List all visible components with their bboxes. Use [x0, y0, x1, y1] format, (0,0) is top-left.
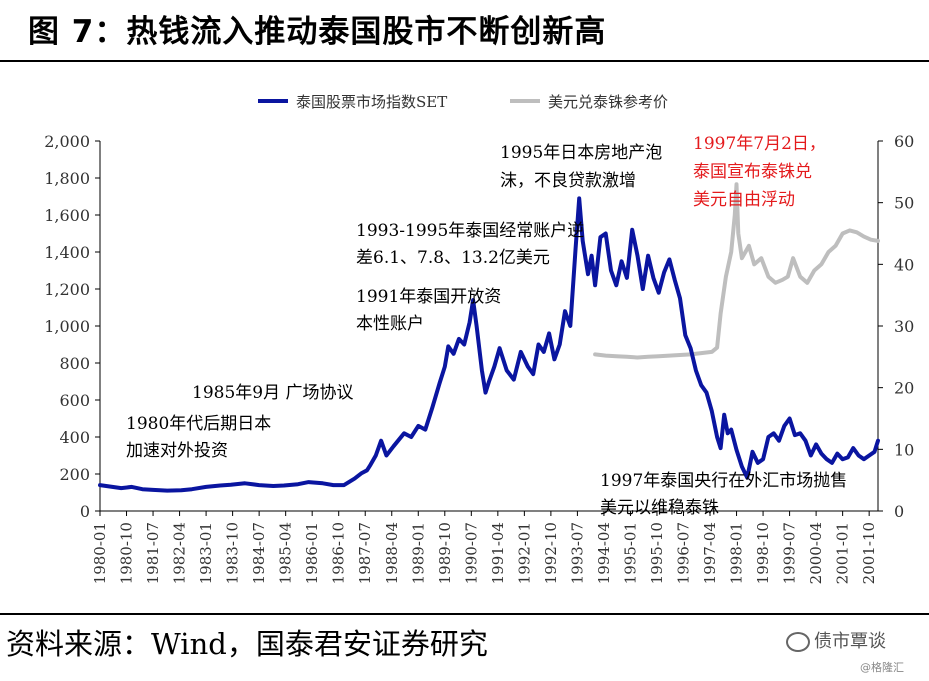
- annotation-line: 泰国宣布泰铢兑: [693, 162, 812, 182]
- annotation-line: 差6.1、7.8、13.2亿美元: [356, 248, 550, 268]
- y-right-tick-label: 60: [894, 132, 914, 151]
- annotation-line: 1985年9月 广场协议: [192, 383, 353, 403]
- x-tick-label: 1987-07: [356, 522, 374, 584]
- x-tick-label: 1985-04: [277, 522, 295, 584]
- annotation-line: 沫，不良贷款激增: [500, 171, 636, 191]
- y-left-tick-label: 2,000: [44, 132, 90, 151]
- y-left-tick-label: 1,000: [44, 317, 90, 336]
- x-tick-label: 2001-10: [860, 522, 878, 584]
- y-left-tick-label: 0: [80, 502, 90, 521]
- legend-label: 泰国股票市场指数SET: [296, 93, 447, 111]
- series-line-set: [98, 196, 880, 493]
- annotation-line: 美元自由浮动: [693, 190, 795, 210]
- x-tick-label: 2000-04: [807, 522, 825, 584]
- legend-label: 美元兑泰铢参考价: [548, 93, 668, 111]
- watermark: 债市覃谈: [786, 627, 922, 652]
- annotation-line: 美元以维稳泰铢: [600, 498, 719, 518]
- x-tick-label: 1995-10: [648, 522, 666, 584]
- title-rule: [0, 60, 929, 62]
- x-tick-label: 1999-07: [781, 522, 799, 584]
- x-tick-label: 1982-04: [171, 522, 189, 584]
- series-line-usdthb: [593, 182, 880, 360]
- x-tick-label: 2001-01: [834, 522, 852, 584]
- x-tick-label: 1980-01: [91, 522, 109, 584]
- y-left-tick-label: 200: [59, 465, 90, 484]
- y-right-tick-label: 40: [894, 255, 914, 274]
- source-rule: [0, 613, 929, 615]
- y-left-tick-label: 400: [59, 428, 90, 447]
- chart: 02004006008001,0001,2001,4001,6001,8002,…: [44, 93, 914, 584]
- x-tick-label: 1991-04: [489, 522, 507, 584]
- figure-title: 图 7：热钱流入推动泰国股市不断创新高: [28, 14, 607, 50]
- y-right-tick-label: 20: [894, 379, 914, 398]
- x-tick-label: 1990-07: [462, 522, 480, 584]
- x-tick-label: 1997-04: [701, 522, 719, 584]
- x-tick-label: 1988-04: [383, 522, 401, 584]
- y-left-tick-label: 1,600: [44, 206, 90, 225]
- x-tick-label: 1993-07: [568, 522, 586, 584]
- annotation: 1993-1995年泰国经常账户逆差6.1、7.8、13.2亿美元: [356, 221, 584, 268]
- x-tick-label: 1998-10: [754, 522, 772, 584]
- y-right-tick-label: 0: [894, 502, 904, 521]
- x-tick-label: 1992-10: [542, 522, 560, 584]
- annotation-line: 1993-1995年泰国经常账户逆: [356, 221, 584, 241]
- y-left-tick-label: 1,200: [44, 280, 90, 299]
- annotation-line: 1997年7月2日，: [693, 134, 826, 154]
- x-tick-label: 1983-10: [224, 522, 242, 584]
- x-tick-label: 1986-01: [303, 522, 321, 584]
- x-tick-label: 1986-10: [330, 522, 348, 584]
- x-tick-label: 1981-07: [144, 522, 162, 584]
- x-tick-label: 1989-01: [409, 522, 427, 584]
- annotation-line: 1980年代后期日本: [126, 414, 271, 434]
- annotation: 1995年日本房地产泡沫，不良贷款激增: [500, 143, 662, 191]
- x-tick-label: 1989-10: [436, 522, 454, 584]
- x-tick-label: 1992-01: [515, 522, 533, 584]
- y-left-tick-label: 1,400: [44, 243, 90, 262]
- annotation: 1997年7月2日， 泰国宣布泰铢兑美元自由浮动: [693, 134, 826, 210]
- annotation-line: 1997年泰国央行在外汇市场抛售: [600, 471, 847, 491]
- y-left-tick-label: 600: [59, 391, 90, 410]
- annotation: 1980年代后期日本加速对外投资: [126, 414, 271, 461]
- annotation-line: 1995年日本房地产泡: [500, 143, 662, 163]
- x-tick-label: 1995-01: [621, 522, 639, 584]
- y-right-tick-label: 10: [894, 440, 914, 459]
- x-tick-label: 1994-04: [595, 522, 613, 584]
- source-note: 资料来源：Wind，国泰君安证券研究: [6, 627, 488, 661]
- y-left-tick-label: 800: [59, 354, 90, 373]
- annotation: 1985年9月 广场协议: [192, 383, 353, 403]
- annotation: 1991年泰国开放资本性账户: [356, 287, 501, 334]
- x-tick-label: 1983-01: [197, 522, 215, 584]
- chat-bubble-icon: [786, 632, 810, 652]
- watermark-small: @格隆汇: [860, 661, 904, 674]
- annotation-line: 1991年泰国开放资: [356, 287, 501, 307]
- annotation: 1997年泰国央行在外汇市场抛售美元以维稳泰铢: [600, 471, 847, 518]
- y-right-tick-label: 50: [894, 194, 914, 213]
- watermark-label: 债市覃谈: [814, 631, 886, 652]
- x-tick-label: 1984-07: [250, 522, 268, 584]
- x-tick-label: 1996-07: [675, 522, 693, 584]
- annotation-line: 本性账户: [356, 314, 424, 334]
- y-right-tick-label: 30: [894, 317, 914, 336]
- y-left-tick-label: 1,800: [44, 169, 90, 188]
- annotation-line: 加速对外投资: [126, 441, 228, 461]
- x-tick-label: 1980-10: [118, 522, 136, 584]
- x-tick-label: 1998-01: [728, 522, 746, 584]
